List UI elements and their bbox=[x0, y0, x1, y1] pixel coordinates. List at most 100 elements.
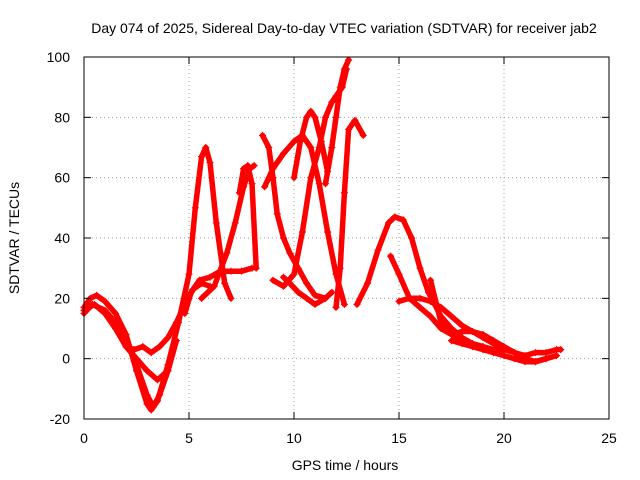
data-point bbox=[317, 137, 325, 145]
data-point bbox=[311, 300, 319, 308]
data-point bbox=[374, 246, 382, 254]
data-point bbox=[340, 65, 348, 73]
data-point bbox=[227, 294, 235, 302]
data-point bbox=[265, 144, 273, 151]
data-point bbox=[303, 279, 311, 287]
data-point bbox=[280, 273, 287, 281]
data-point bbox=[479, 346, 487, 354]
series-sat-e bbox=[181, 264, 256, 317]
y-tick-label: -20 bbox=[50, 411, 70, 427]
grid-layer bbox=[84, 57, 609, 419]
data-point bbox=[280, 282, 287, 290]
data-point bbox=[101, 297, 109, 305]
data-point bbox=[406, 294, 413, 302]
data-point bbox=[427, 312, 434, 320]
data-point bbox=[269, 276, 277, 284]
data-point bbox=[322, 113, 329, 121]
series-line bbox=[280, 274, 329, 308]
data-point bbox=[147, 349, 155, 357]
data-point bbox=[416, 303, 424, 311]
data-point bbox=[416, 264, 424, 272]
y-tick-label: 20 bbox=[54, 290, 70, 306]
chart-title: Day 074 of 2025, Sidereal Day-to-day VTE… bbox=[91, 20, 597, 36]
series-sat-l bbox=[280, 273, 329, 308]
data-point bbox=[206, 273, 214, 281]
y-tick-label: 0 bbox=[62, 351, 70, 367]
data-point bbox=[345, 56, 353, 64]
data-point bbox=[332, 303, 340, 311]
series-sat-d bbox=[122, 279, 214, 357]
data-point bbox=[143, 367, 151, 375]
x-tick-label: 15 bbox=[391, 430, 407, 446]
data-point bbox=[553, 352, 560, 360]
data-point bbox=[511, 349, 518, 357]
data-point bbox=[542, 355, 550, 363]
data-point bbox=[359, 131, 367, 139]
series-line bbox=[261, 132, 348, 308]
y-tick-label: 80 bbox=[54, 109, 70, 125]
data-point bbox=[240, 165, 248, 173]
data-point bbox=[490, 337, 497, 345]
series-line bbox=[448, 337, 549, 365]
data-point bbox=[557, 346, 565, 354]
series-line bbox=[387, 253, 486, 350]
data-point bbox=[311, 291, 319, 299]
series-line bbox=[123, 280, 213, 356]
data-point bbox=[521, 358, 529, 366]
data-point bbox=[328, 288, 336, 296]
data-point bbox=[156, 391, 164, 399]
data-point bbox=[328, 144, 336, 151]
data-point bbox=[427, 276, 434, 284]
data-point bbox=[164, 334, 172, 342]
data-point bbox=[387, 252, 395, 260]
x-tick-label: 10 bbox=[286, 430, 302, 446]
data-point bbox=[248, 180, 256, 188]
data-point bbox=[532, 358, 539, 366]
y-tick-label: 60 bbox=[54, 170, 70, 186]
series-sat-b bbox=[80, 300, 180, 411]
tick-layer: 0 5 10 15 20 25 -20 0 20 40 60 80 100 bbox=[47, 49, 617, 446]
data-point bbox=[385, 219, 392, 227]
data-point bbox=[448, 312, 455, 320]
x-tick-label: 0 bbox=[80, 430, 88, 446]
x-tick-label: 25 bbox=[601, 430, 617, 446]
data-point bbox=[500, 352, 508, 360]
plot-frame bbox=[83, 56, 610, 420]
data-point bbox=[210, 282, 218, 290]
x-tick-label: 5 bbox=[185, 430, 193, 446]
data-point bbox=[311, 113, 319, 121]
data-point bbox=[500, 343, 508, 351]
data-point bbox=[416, 294, 424, 302]
series-layer bbox=[80, 56, 565, 414]
data-point bbox=[340, 189, 348, 197]
data-point bbox=[223, 249, 231, 257]
data-point bbox=[221, 279, 229, 287]
data-point bbox=[181, 309, 189, 317]
data-point bbox=[164, 367, 172, 375]
data-point bbox=[448, 331, 455, 339]
data-point bbox=[143, 391, 151, 399]
data-point bbox=[294, 288, 302, 296]
data-point bbox=[212, 219, 220, 227]
data-point bbox=[235, 189, 243, 197]
data-point bbox=[187, 288, 195, 296]
series-line bbox=[322, 57, 352, 187]
data-point bbox=[286, 279, 294, 287]
data-point bbox=[490, 349, 497, 357]
data-point bbox=[307, 174, 315, 182]
series-sat-s bbox=[448, 337, 550, 366]
data-point bbox=[324, 228, 332, 236]
data-point bbox=[250, 162, 258, 170]
data-point bbox=[290, 137, 298, 145]
data-point bbox=[408, 234, 416, 242]
series-line bbox=[81, 301, 171, 383]
data-point bbox=[122, 343, 130, 351]
data-point bbox=[307, 144, 315, 151]
data-point bbox=[273, 210, 281, 218]
data-point bbox=[280, 234, 287, 242]
data-point bbox=[196, 276, 203, 284]
series-sat-k bbox=[290, 107, 332, 182]
data-point bbox=[202, 144, 210, 151]
data-point bbox=[290, 174, 298, 182]
data-point bbox=[391, 213, 399, 221]
